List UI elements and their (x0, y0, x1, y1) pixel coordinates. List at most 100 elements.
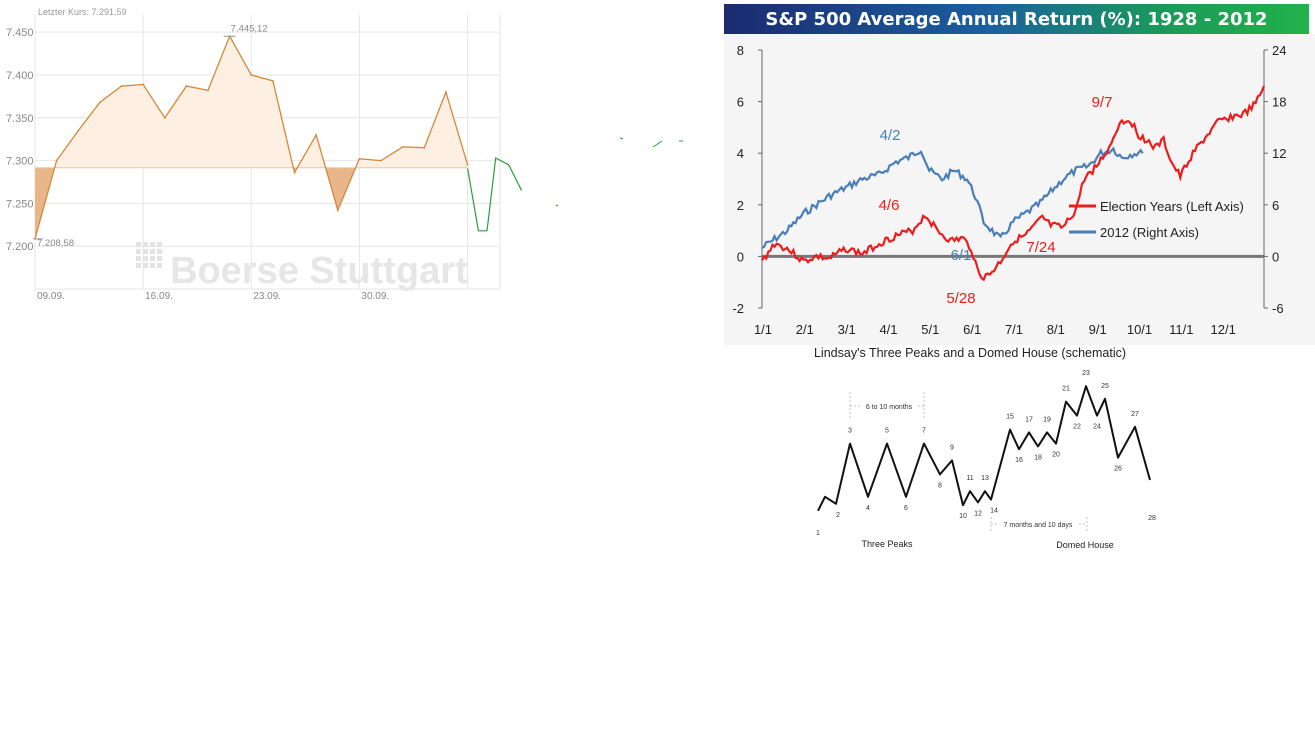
price-point (445, 91, 447, 93)
point-number-label: 21 (1062, 386, 1070, 393)
low-label: 7.208,58 (37, 238, 74, 249)
date-annotation: 7/24 (1026, 239, 1055, 256)
left-tick-label: -2 (732, 301, 744, 316)
x-tick-label: 12/1 (1211, 322, 1236, 337)
interval2-label: 7 months and 10 days (1004, 522, 1073, 529)
x-tick-label: 2/1 (796, 322, 814, 337)
interval1-label: 6 to 10 months (866, 404, 913, 411)
x-tick-label: 6/1 (963, 322, 981, 337)
x-tick-label: 09.09. (37, 291, 65, 300)
point-number-label: 6 (904, 505, 908, 512)
left-tick-label: 6 (737, 95, 744, 110)
point-number-label: 10 (959, 513, 967, 520)
x-tick-label: 7/1 (1005, 322, 1023, 337)
interval1-label-bg (860, 400, 916, 411)
x-tick-label: 1/1 (754, 322, 772, 337)
y-tick-label: 7.450 (6, 27, 34, 39)
date-annotation: 6/1 (951, 247, 972, 264)
lindsay-schematic-panel: Lindsay's Three Peaks and a Domed House … (800, 342, 1200, 562)
x-tick-label: 23.09. (253, 291, 281, 300)
date-annotation: 4/6 (879, 197, 900, 214)
series-election-years-line (761, 85, 1266, 282)
price-point (98, 101, 101, 104)
area-above-baseline (54, 36, 468, 168)
boerse-chart-panel: Letzter Kurs: 7.291,59 7.200 7.250 7.300 7.… (0, 0, 720, 302)
lindsay-title: Lindsay's Three Peaks and a Domed House … (814, 346, 1126, 360)
high-label: 7.445,12 (231, 23, 268, 34)
x-tick-label: 16.09. (145, 291, 173, 300)
sp500-chart-panel: S&P 500 Average Annual Return (%): 1928 … (724, 0, 1315, 345)
point-number-label: 18 (1034, 454, 1042, 461)
sp500-legend: Election Years (Left Axis) 2012 (Right Ax… (1069, 199, 1244, 240)
series-2012-line (761, 146, 1144, 249)
price-point (315, 133, 318, 136)
y-tick-label: 7.250 (6, 198, 34, 210)
y-tick-label: 7.350 (6, 113, 34, 125)
price-point (272, 80, 274, 82)
price-point (423, 146, 426, 149)
lindsay-path (817, 385, 1151, 512)
legend-label: 2012 (Right Axis) (1100, 225, 1199, 240)
x-tick-label: 11/1 (1169, 322, 1193, 337)
price-point (185, 85, 188, 87)
legend-label: Election Years (Left Axis) (1100, 199, 1244, 214)
point-number-label: 3 (848, 428, 852, 435)
x-tick-label: 3/1 (838, 322, 856, 337)
date-annotation: 5/28 (946, 290, 975, 307)
price-point (380, 159, 382, 162)
price-point (336, 209, 339, 212)
price-point (401, 145, 404, 148)
x-tick-label: 4/1 (879, 322, 897, 337)
x-tick-label: 8/1 (1047, 322, 1065, 337)
intraday-series-line (467, 157, 523, 232)
point-number-label: 4 (866, 505, 870, 512)
price-point (55, 159, 58, 162)
boerse-chart: Letzter Kurs: 7.291,59 7.200 7.250 7.300 7.… (6, 7, 683, 302)
point-number-label: 7 (922, 428, 926, 435)
left-tick-label: 2 (737, 198, 744, 213)
point-number-label: 9 (950, 444, 954, 451)
point-number-label: 25 (1101, 383, 1109, 390)
point-number-label: 17 (1025, 416, 1033, 423)
point-number-label: 23 (1082, 370, 1090, 377)
y-tick-label: 7.200 (6, 241, 34, 253)
point-number-label: 5 (885, 428, 889, 435)
x-tick-label: 5/1 (921, 322, 939, 337)
right-tick-label: 24 (1272, 43, 1286, 58)
point-number-label: 12 (974, 510, 982, 517)
price-point (250, 74, 253, 76)
y-tick-label: 7.300 (6, 156, 34, 168)
svg-text:Boerse Stuttgart: Boerse Stuttgart (170, 250, 468, 292)
y-tick-label: 7.400 (6, 70, 34, 82)
price-point (142, 83, 145, 86)
x-tick-label: 10/1 (1127, 322, 1152, 337)
point-number-label: 14 (990, 508, 998, 515)
x-tick-label: 30.09. (361, 291, 389, 300)
domed-house-label: Domed House (1056, 540, 1114, 550)
date-annotation: 9/7 (1092, 94, 1113, 111)
point-number-label: 15 (1006, 414, 1014, 421)
point-number-label: 2 (836, 512, 840, 519)
boerse-stuttgart-watermark: Boerse Stuttgart (136, 242, 468, 292)
point-number-label: 16 (1015, 457, 1023, 464)
price-point (293, 171, 296, 174)
green-fragment (652, 140, 663, 148)
sp500-chart-title: S&P 500 Average Annual Return (%): 1928 … (724, 4, 1309, 34)
right-tick-label: 0 (1272, 249, 1279, 264)
right-tick-label: 12 (1272, 146, 1286, 161)
point-number-label: 1 (816, 530, 820, 537)
x-tick-label: 9/1 (1089, 322, 1107, 337)
left-tick-label: 0 (737, 249, 744, 264)
point-number-label: 8 (938, 482, 942, 489)
left-tick-label: 4 (737, 146, 744, 161)
point-number-label: 11 (966, 475, 973, 482)
last-price-label: Letzter Kurs: 7.291,59 (38, 7, 127, 17)
point-number-label: 22 (1073, 424, 1081, 431)
lindsay-schematic: Lindsay's Three Peaks and a Domed House … (814, 346, 1156, 550)
interval2-label-bg (998, 519, 1078, 529)
price-point (207, 89, 209, 92)
point-number-label: 27 (1131, 411, 1139, 418)
point-number-label: 13 (981, 475, 989, 482)
price-point (163, 116, 166, 119)
